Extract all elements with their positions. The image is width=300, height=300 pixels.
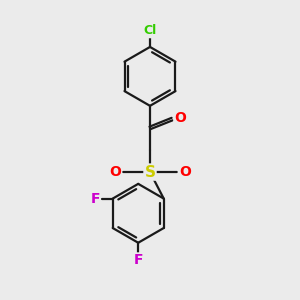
Text: O: O — [174, 111, 186, 124]
Text: F: F — [134, 254, 143, 267]
Text: F: F — [90, 192, 100, 206]
Text: S: S — [145, 165, 155, 180]
Text: O: O — [109, 165, 121, 179]
Text: O: O — [179, 165, 191, 179]
Text: Cl: Cl — [143, 24, 157, 37]
